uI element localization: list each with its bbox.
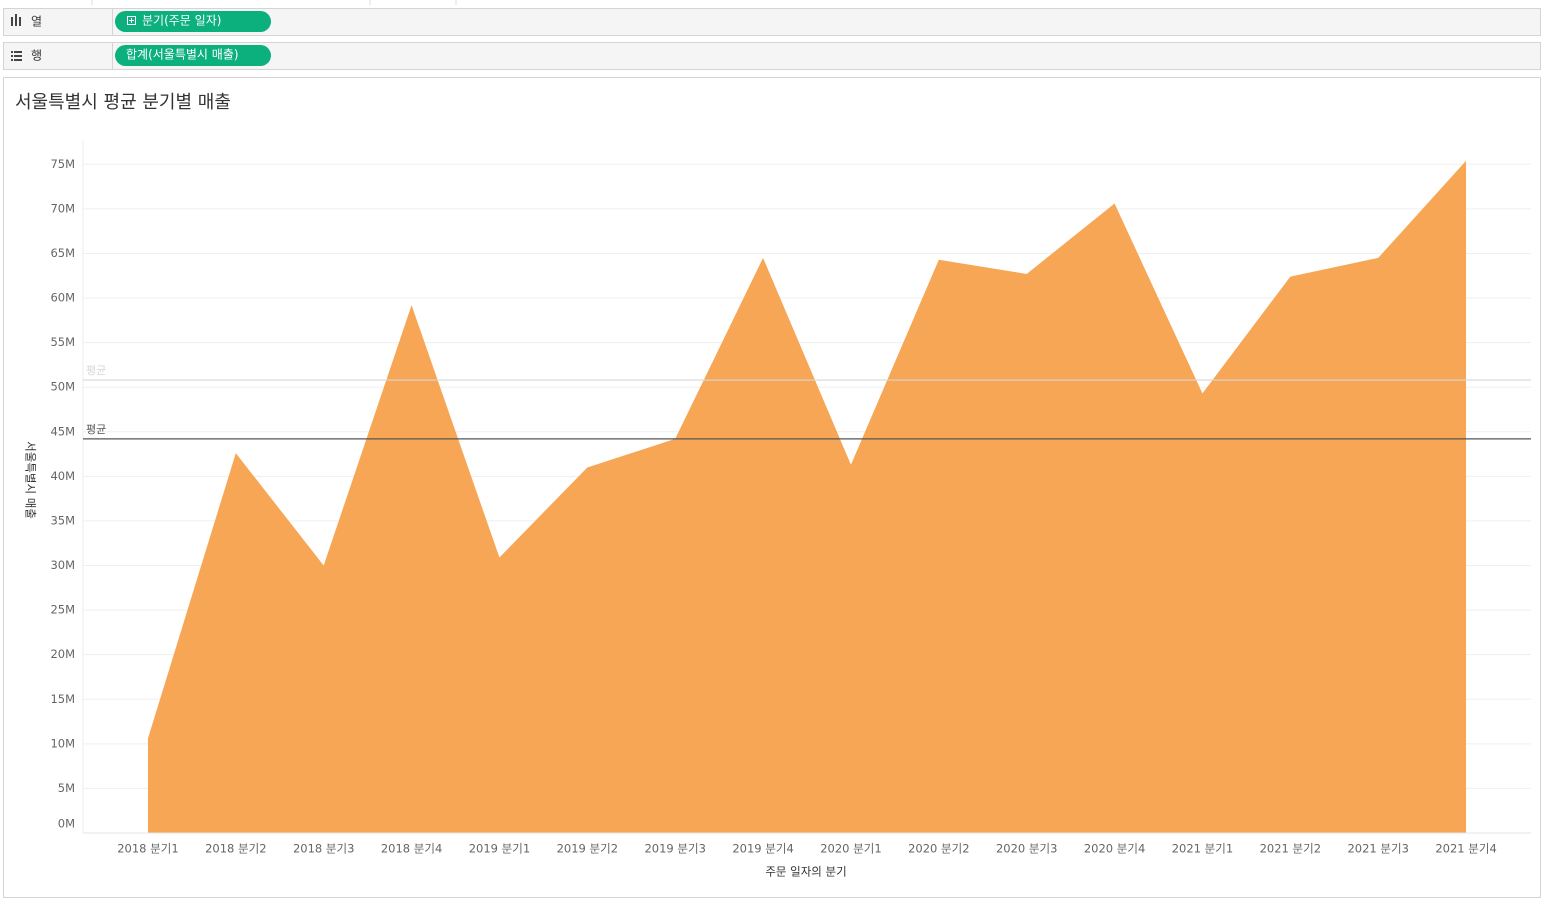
x-tick-label: 2018 분기2: [205, 842, 266, 856]
reference-label: 평균: [86, 423, 106, 436]
x-tick-label: 2020 분기4: [1084, 842, 1145, 856]
x-axis-title: 주문 일자의 분기: [765, 865, 846, 879]
y-tick-label: 45M: [50, 424, 75, 438]
x-tick-label: 2019 분기2: [557, 842, 618, 856]
y-tick-label: 25M: [50, 603, 75, 617]
y-tick-label: 50M: [50, 380, 75, 394]
x-tick-label: 2019 분기4: [732, 842, 793, 856]
area: [147, 160, 1467, 833]
x-tick-label: 2018 분기3: [293, 842, 354, 856]
x-tick-label: 2018 분기1: [117, 842, 178, 856]
x-tick-label: 2021 분기2: [1260, 842, 1321, 856]
shelf-label: 열: [31, 15, 42, 29]
y-tick-label: 10M: [50, 736, 75, 750]
y-tick-label: 75M: [50, 157, 75, 171]
x-tick-label: 2020 분기2: [908, 842, 969, 856]
y-tick-label: 5M: [58, 781, 75, 795]
pill[interactable]: [115, 45, 271, 66]
pill[interactable]: [115, 11, 271, 32]
y-tick-label: 20M: [50, 647, 75, 661]
x-tick-label: 2021 분기1: [1172, 842, 1233, 856]
x-tick-label: 2018 분기4: [381, 842, 442, 856]
y-tick-label: 0M: [58, 817, 75, 831]
x-tick-label: 2020 분기3: [996, 842, 1057, 856]
x-tick-label: 2019 분기1: [469, 842, 530, 856]
y-tick-label: 70M: [50, 201, 75, 215]
y-tick-label: 30M: [50, 558, 75, 572]
y-axis-title: 서울특별시 매출: [24, 441, 38, 519]
shelf-label: 행: [31, 48, 42, 63]
chart-title: 서울특별시 평균 분기별 매출: [15, 92, 231, 113]
y-tick-label: 15M: [50, 692, 75, 706]
y-tick-label: 60M: [50, 291, 75, 305]
reference-label: 평균: [86, 364, 106, 377]
y-tick-label: 55M: [50, 335, 75, 349]
columns-icon: [11, 14, 21, 26]
y-tick-label: 65M: [50, 246, 75, 260]
x-tick-label: 2020 분기1: [820, 842, 881, 856]
x-tick-label: 2019 분기3: [644, 842, 705, 856]
rows-icon: [11, 51, 22, 61]
x-tick-label: 2021 분기4: [1435, 842, 1496, 856]
pill-text: 분기(주문 일자): [142, 14, 221, 28]
expand-icon[interactable]: [127, 16, 136, 25]
y-tick-label: 40M: [50, 469, 75, 483]
x-tick-label: 2021 분기3: [1347, 842, 1408, 856]
pill-text: 합계(서울특별시 매출): [126, 48, 239, 62]
y-tick-label: 35M: [50, 513, 75, 527]
